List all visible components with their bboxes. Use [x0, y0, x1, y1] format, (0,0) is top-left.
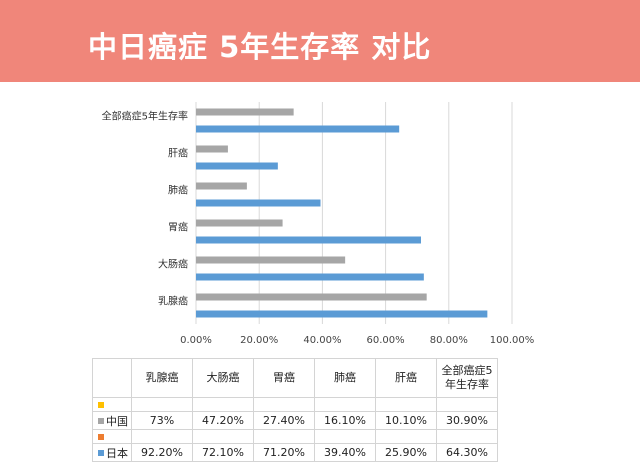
- y-category-label: 肝癌: [168, 147, 188, 160]
- data-table: 乳腺癌 大肠癌 胃癌 肺癌 肝癌 全部癌症5 年生存率 中国 73% 47.20%…: [92, 358, 498, 462]
- series-name: 日本: [106, 446, 128, 460]
- table-cell: 73%: [131, 411, 193, 430]
- bar-chart: 0.00% 20.00% 40.00% 60.00% 80.00% 100.00% 全部癌症…: [102, 102, 535, 346]
- x-tick-label: 60.00%: [367, 335, 405, 346]
- x-tick-label: 20.00%: [240, 335, 278, 346]
- y-category-label: 全部癌症5年生存率: [102, 110, 188, 123]
- x-tick-label: 80.00%: [430, 335, 468, 346]
- table-row: 日本 92.20% 72.10% 71.20% 39.40% 25.90% 64…: [92, 443, 498, 462]
- table-corner-cell: [92, 358, 132, 398]
- legend-cell: 中国: [92, 411, 132, 430]
- table-cell: 71.20%: [253, 443, 315, 462]
- table-cell: 30.90%: [436, 411, 498, 430]
- y-category-label: 乳腺癌: [158, 295, 188, 308]
- table-header-cell: 大肠癌: [192, 358, 254, 398]
- table-header-cell: 乳腺癌: [131, 358, 193, 398]
- japan-legend-key: [98, 449, 104, 456]
- y-category-label: 肺癌: [168, 184, 188, 197]
- table-cell: 39.40%: [314, 443, 376, 462]
- legend-cell: [92, 429, 132, 444]
- legend-cell: 日本: [92, 443, 132, 462]
- china-bar: [196, 182, 247, 190]
- table-cell: 64.30%: [436, 443, 498, 462]
- page-title: 中日癌症 5年生存率 对比: [88, 30, 432, 64]
- x-tick-label: 100.00%: [490, 335, 535, 346]
- japan-bar: [196, 199, 321, 207]
- china-bar: [196, 219, 283, 227]
- series-name: 中国: [106, 414, 128, 428]
- table-cell: 25.90%: [375, 443, 437, 462]
- japan-bar: [196, 125, 400, 133]
- y-category-label: 胃癌: [168, 221, 188, 234]
- japan-bar: [196, 273, 424, 281]
- japan-bar: [196, 162, 278, 170]
- yellow-legend-key: [98, 402, 104, 408]
- china-bar: [196, 145, 228, 153]
- table-row: 中国 73% 47.20% 27.40% 16.10% 10.10% 30.90…: [92, 411, 498, 430]
- title-banner: 中日癌症 5年生存率 对比: [0, 0, 640, 82]
- table-header-row: 乳腺癌 大肠癌 胃癌 肺癌 肝癌 全部癌症5 年生存率: [92, 358, 498, 398]
- orange-legend-key: [98, 434, 104, 440]
- table-cell: 10.10%: [375, 411, 437, 430]
- china-bar: [196, 293, 427, 301]
- japan-bar: [196, 310, 488, 318]
- table-cell: 47.20%: [192, 411, 254, 430]
- table-header-cell: 肝癌: [375, 358, 437, 398]
- legend-spacer-row: [92, 397, 498, 412]
- japan-bar: [196, 236, 421, 244]
- legend-cell: [92, 397, 132, 412]
- x-tick-label: 40.00%: [303, 335, 341, 346]
- china-bar: [196, 108, 294, 116]
- table-cell: 72.10%: [192, 443, 254, 462]
- table-cell: 27.40%: [253, 411, 315, 430]
- x-tick-label: 0.00%: [180, 335, 212, 346]
- china-bar: [196, 256, 346, 264]
- table-header-cell: 胃癌: [253, 358, 315, 398]
- china-legend-key: [98, 417, 104, 424]
- table-cell: 92.20%: [131, 443, 193, 462]
- legend-spacer-row: [92, 429, 498, 444]
- table-header-cell: 肺癌: [314, 358, 376, 398]
- y-category-label: 大肠癌: [158, 258, 188, 271]
- table-header-cell: 全部癌症5 年生存率: [436, 358, 498, 398]
- table-cell: 16.10%: [314, 411, 376, 430]
